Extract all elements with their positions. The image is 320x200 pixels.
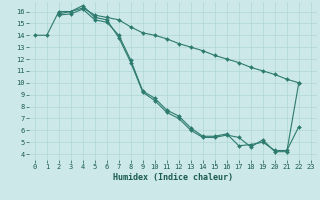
X-axis label: Humidex (Indice chaleur): Humidex (Indice chaleur) [113, 173, 233, 182]
